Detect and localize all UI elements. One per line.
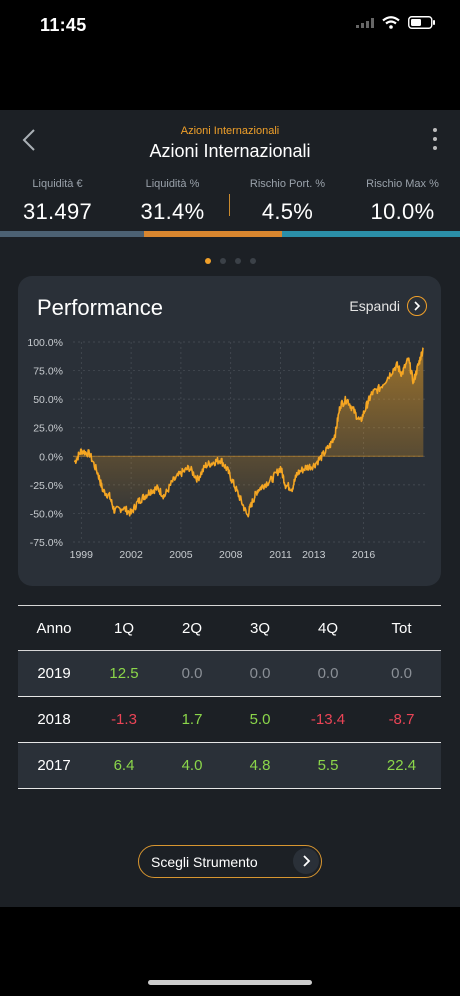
performance-card: Performance Espandi 100.0% 75.0% 50.0% 25.0…	[18, 276, 441, 586]
choose-instrument-button[interactable]: Scegli Strumento	[138, 845, 322, 878]
stat-label: Rischio Max %	[366, 178, 439, 190]
page-dot[interactable]	[249, 258, 256, 264]
allocation-bar	[0, 231, 460, 237]
row-value: -1.3	[111, 711, 137, 728]
y-tick-label: -25.0%	[30, 480, 63, 492]
x-tick-label: 2008	[219, 549, 243, 561]
row-value: 12.5	[109, 665, 139, 682]
stat-label: Rischio Port. %	[249, 178, 326, 190]
x-tick-label: 2011	[269, 549, 292, 561]
stat-value: 10.0%	[370, 199, 435, 224]
battery-icon	[408, 16, 435, 29]
quarterly-returns-table: Anno 1Q 2Q 3Q 4Q Tot 2019 12.5 0.0 0.0 0.0 0.0 2018…	[18, 605, 441, 791]
stat-divider	[229, 194, 230, 216]
status-bar: 11:45	[0, 0, 460, 50]
stats-row: Liquidità € 31.497 Liquidità % 31.4% Ris…	[0, 178, 460, 230]
app-screen: Azioni Internazionali Azioni Internazion…	[0, 110, 460, 907]
wifi-icon	[382, 16, 400, 29]
y-tick-label: 0.0%	[39, 451, 63, 463]
row-year: 2017	[37, 757, 71, 774]
stat-value: 4.5%	[261, 199, 314, 224]
performance-line	[73, 347, 424, 518]
column-header[interactable]: 3Q	[249, 619, 270, 637]
y-tick-label: 75.0%	[33, 366, 63, 378]
expand-label: Espandi	[349, 298, 400, 314]
x-tick-label: 1999	[70, 549, 94, 561]
row-year: 2019	[37, 665, 71, 682]
performance-chart: 100.0% 75.0% 50.0% 25.0% 0.0% -25.0% -50.0% -75…	[27, 337, 425, 561]
column-header[interactable]: Anno	[36, 619, 72, 637]
column-header[interactable]: 2Q	[181, 619, 202, 637]
y-tick-label: 100.0%	[27, 337, 63, 349]
status-icons	[356, 16, 436, 29]
y-tick-label: 25.0%	[33, 423, 63, 435]
page-indicator[interactable]	[0, 258, 460, 264]
row-value: 6.4	[113, 757, 135, 774]
row-value: -13.4	[310, 711, 346, 728]
stat-value: 31.4%	[140, 199, 205, 224]
stat-cash-eur: Liquidità € 31.497	[0, 178, 115, 225]
x-tick-label: 2016	[352, 549, 376, 561]
table-row[interactable]: 2017 6.4 4.0 4.8 5.5 22.4	[18, 743, 441, 789]
page-dot[interactable]	[234, 258, 241, 264]
row-value: 0.0	[391, 665, 412, 682]
back-arrow-icon[interactable]	[16, 126, 44, 154]
stat-label: Liquidità %	[145, 178, 200, 190]
column-header[interactable]: 1Q	[113, 619, 134, 637]
row-year: 2018	[37, 711, 71, 728]
x-tick-label: 2005	[169, 549, 193, 561]
expand-button[interactable]: Espandi	[349, 296, 427, 316]
choose-instrument-label: Scegli Strumento	[151, 854, 258, 870]
status-time: 11:45	[40, 15, 87, 35]
chevron-right-icon	[293, 848, 319, 874]
y-tick-label: 50.0%	[33, 394, 63, 406]
header-subtitle: Azioni Internazionali	[180, 125, 280, 137]
row-value: 0.0	[249, 665, 271, 682]
table-row[interactable]: 2016-0.31.04.91.97.5	[18, 789, 441, 791]
allocation-segment	[144, 231, 283, 237]
y-tick-label: -75.0%	[30, 537, 63, 549]
stat-cash-pct: Liquidità % 31.4%	[115, 178, 230, 225]
stat-label: Liquidità €	[32, 178, 83, 190]
table-body: 2019 12.5 0.0 0.0 0.0 0.0 2018 -1.3 1.7 5.0 -13.4 -…	[18, 651, 441, 791]
x-tick-label: 2002	[119, 549, 143, 561]
y-tick-label: -50.0%	[30, 508, 63, 520]
table-row[interactable]: 2019 12.5 0.0 0.0 0.0 0.0	[18, 651, 441, 697]
signal-icon	[356, 17, 374, 28]
allocation-segment	[282, 231, 460, 237]
table-header: Anno 1Q 2Q 3Q 4Q Tot	[18, 605, 441, 651]
page-dot[interactable]	[204, 258, 211, 264]
performance-title: Performance	[37, 295, 163, 320]
stat-max-risk: Rischio Max % 10.0%	[345, 178, 460, 225]
page-dot[interactable]	[219, 258, 226, 264]
stat-portfolio-risk: Rischio Port. % 4.5%	[230, 178, 345, 225]
allocation-segment	[0, 231, 145, 237]
row-value: 0.0	[181, 665, 203, 682]
stat-value: 31.497	[22, 199, 93, 224]
row-value: 0.0	[317, 665, 339, 682]
home-indicator[interactable]	[148, 980, 312, 985]
row-value: 4.0	[181, 757, 203, 774]
page-title: Azioni Internazionali	[149, 141, 311, 161]
row-value: 4.8	[249, 757, 271, 774]
column-header[interactable]: 4Q	[317, 619, 338, 637]
more-options-icon[interactable]	[432, 128, 438, 154]
performance-area	[74, 347, 424, 517]
table-row[interactable]: 2018 -1.3 1.7 5.0 -13.4 -8.7	[18, 697, 441, 743]
row-value: 5.5	[317, 757, 339, 774]
row-value: 22.4	[386, 757, 417, 774]
row-value: -8.7	[388, 711, 415, 728]
column-header[interactable]: Tot	[391, 619, 412, 637]
row-value: 5.0	[249, 711, 271, 728]
row-value: 1.7	[181, 711, 203, 728]
x-tick-label: 2013	[302, 549, 326, 561]
chevron-right-icon	[407, 296, 427, 316]
